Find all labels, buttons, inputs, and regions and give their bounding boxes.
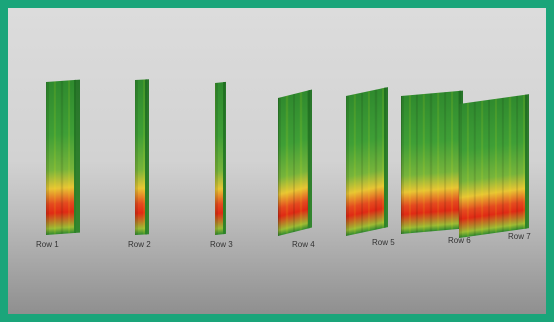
spectrogram-scene: Row 1 Row 2 Row 3 Row 4 Row 5 Row 6 Row …	[8, 8, 546, 314]
row-5-panel	[346, 87, 388, 236]
row-1-panel	[46, 79, 80, 236]
row-4-label: Row 4	[292, 240, 315, 249]
row-4-panel	[278, 89, 312, 236]
row-5-label: Row 5	[372, 238, 395, 247]
row-6-label: Row 6	[448, 236, 471, 245]
row-7-panel	[459, 94, 529, 238]
row-1-label: Row 1	[36, 240, 59, 249]
row-3-panel	[215, 81, 226, 235]
row-6-panel	[401, 90, 463, 235]
row-2-panel	[135, 79, 149, 235]
row-3-label: Row 3	[210, 240, 233, 249]
row-7-label: Row 7	[508, 232, 531, 241]
row-2-label: Row 2	[128, 240, 151, 249]
